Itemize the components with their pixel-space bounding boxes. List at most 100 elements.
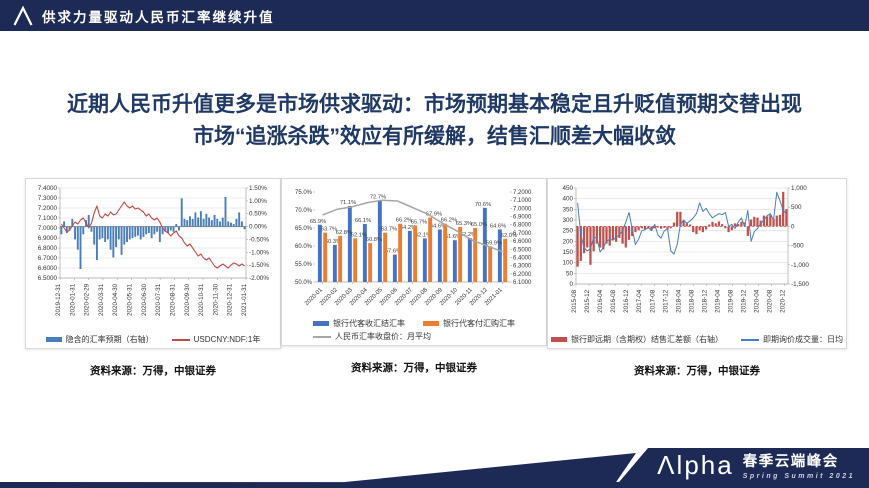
legend-label: USDCNY:NDF:1年: [193, 335, 261, 344]
chart-fx-balance-volume: 450 400 350 300 250 200 150 100 50 0 1,000 500 0 -500…: [547, 178, 847, 349]
source-note: 资料来源：万得，中银证券: [351, 362, 477, 374]
svg-text:2019-08: 2019-08: [728, 289, 735, 313]
legend-item: 隐含的汇率预期（右轴）: [45, 334, 154, 345]
legend-label: 银行代客收汇结汇率: [333, 319, 405, 328]
slide-headline: 近期人民币升值更多是市场供求驱动：市场预期基本稳定且升贬值预期交替出现 市场“追…: [28, 89, 841, 152]
legend-row: 人民币汇率收盘价：月平均: [313, 331, 431, 342]
svg-text:7.3000: 7.3000: [38, 195, 58, 202]
legend-item: 银行代客付汇购汇率: [423, 318, 515, 329]
svg-text:2019-12-31: 2019-12-31: [55, 283, 62, 316]
chart-canvas: 4504003503002502001501005001,0005000-500…: [562, 185, 809, 313]
svg-text:6.8000: 6.8000: [513, 223, 532, 229]
headline-line1: 近期人民币升值更多是市场供求驱动：市场预期基本稳定且升贬值预期交替出现: [67, 93, 802, 116]
svg-text:62.1%: 62.1%: [415, 232, 431, 238]
legend-label: 隐含的汇率预期（右轴）: [65, 335, 154, 344]
svg-text:62.0%: 62.0%: [501, 233, 517, 239]
svg-text:450: 450: [562, 185, 573, 192]
bar-swatch-icon: [45, 337, 62, 342]
svg-text:2015-12: 2015-12: [584, 289, 591, 313]
svg-text:150: 150: [562, 249, 573, 256]
svg-text:2020-09-30: 2020-09-30: [184, 283, 191, 316]
legend-row: 银行即远期（含期权）结售汇差额（右轴） 即期询价成交量：日均: [551, 334, 843, 345]
svg-text:0.00%: 0.00%: [249, 224, 267, 231]
svg-text:2020-08-31: 2020-08-31: [169, 283, 176, 316]
legend-label: 银行即远期（含期权）结售汇差额（右轴）: [571, 335, 723, 344]
alpha-logo-icon: [13, 5, 33, 25]
svg-text:0: 0: [569, 281, 573, 288]
svg-text:350: 350: [562, 206, 573, 213]
svg-text:6.5000: 6.5000: [513, 247, 532, 253]
svg-text:400: 400: [562, 196, 573, 203]
chart-canvas: 75.0% 70.0% 65.0% 60.0% 55.0% 50.0% 7.2000 7.10…: [295, 190, 532, 307]
svg-text:50.0%: 50.0%: [295, 280, 313, 286]
svg-text:65.0%: 65.0%: [471, 222, 487, 228]
source-note: 资料来源：万得，中银证券: [90, 365, 216, 377]
bar-swatch-icon: [551, 337, 567, 342]
svg-text:200: 200: [562, 238, 573, 245]
svg-text:7.2000: 7.2000: [513, 190, 532, 196]
footer-logo: Λlpha 春季云端峰会 Spring Summit 2021: [657, 450, 855, 480]
svg-text:65.3%: 65.3%: [456, 221, 472, 227]
svg-text:7.2000: 7.2000: [38, 205, 58, 212]
svg-text:1.50%: 1.50%: [249, 185, 267, 192]
svg-text:7.0000: 7.0000: [38, 225, 58, 232]
charts-row: 7.4000 7.3000 7.2000 7.1000 7.0000 6.9000 6.80…: [0, 178, 869, 378]
svg-text:2018-04: 2018-04: [675, 289, 682, 313]
chart-col-settlement-rate: 75.0% 70.0% 65.0% 60.0% 55.0% 50.0% 7.2000 7.10…: [281, 178, 547, 375]
svg-text:6.5000: 6.5000: [38, 275, 58, 282]
svg-text:500: 500: [791, 204, 802, 211]
svg-text:2020-10-31: 2020-10-31: [198, 283, 205, 316]
svg-text:7.1000: 7.1000: [513, 198, 532, 204]
svg-text:6.6000: 6.6000: [38, 265, 58, 272]
svg-text:2020-11-30: 2020-11-30: [212, 283, 219, 315]
bar-swatch-icon: [423, 321, 439, 326]
svg-text:-500: -500: [791, 243, 804, 250]
chart-implied-fx-expectations: 7.4000 7.3000 7.2000 7.1000 7.0000 6.9000 6.80…: [25, 178, 281, 349]
svg-text:6.9000: 6.9000: [38, 235, 58, 242]
svg-text:65.7%: 65.7%: [411, 219, 427, 225]
svg-text:60.8%: 60.8%: [366, 237, 382, 243]
svg-text:75.0%: 75.0%: [295, 190, 313, 196]
svg-text:2020-04-30: 2020-04-30: [112, 283, 119, 316]
svg-text:6.9000: 6.9000: [513, 215, 532, 221]
svg-text:2017-04: 2017-04: [636, 289, 643, 313]
svg-text:66.1%: 66.1%: [355, 218, 371, 224]
svg-text:7.0000: 7.0000: [513, 206, 532, 212]
svg-text:7.1000: 7.1000: [38, 215, 58, 222]
chart-canvas: 7.4000 7.3000 7.2000 7.1000 7.0000 6.9000 6.80…: [38, 185, 270, 316]
svg-text:65.0%: 65.0%: [295, 226, 313, 232]
svg-text:60.3%: 60.3%: [325, 239, 341, 245]
svg-text:6.3000: 6.3000: [513, 264, 532, 270]
headline-line2: 市场“追涨杀跌”效应有所缓解，结售汇顺差大幅收敛: [193, 124, 676, 148]
chart-col-fx-balance: 450 400 350 300 250 200 150 100 50 0 1,000 500 0 -500…: [547, 178, 847, 378]
svg-text:64.6%: 64.6%: [490, 223, 506, 229]
svg-text:62.8%: 62.8%: [336, 230, 352, 236]
svg-text:2020-06-30: 2020-06-30: [141, 283, 148, 316]
svg-text:1,000: 1,000: [791, 185, 807, 192]
legend-item: 人民币汇率收盘价：月平均: [313, 331, 431, 342]
svg-text:66.2%: 66.2%: [441, 218, 457, 224]
svg-text:2019-04: 2019-04: [715, 289, 722, 313]
summit-name-cn: 春季云端峰会: [742, 454, 839, 470]
svg-text:62.2%: 62.2%: [460, 232, 476, 238]
svg-text:6.8000: 6.8000: [38, 245, 58, 252]
legend-item: 银行代客收汇结汇率: [313, 318, 405, 329]
legend-label: 银行代客付汇购汇率: [443, 319, 515, 328]
svg-text:2018-08: 2018-08: [688, 289, 695, 313]
line-swatch-icon: [313, 335, 331, 338]
svg-text:6.4000: 6.4000: [513, 255, 532, 261]
svg-text:2017-12: 2017-12: [662, 289, 669, 313]
svg-text:2016-12: 2016-12: [623, 289, 630, 313]
svg-text:63.7%: 63.7%: [321, 227, 337, 233]
svg-text:2020-05-31: 2020-05-31: [127, 283, 134, 316]
footer-main-shape: [614, 448, 869, 488]
svg-text:-2.00%: -2.00%: [249, 275, 269, 282]
line-swatch-icon: [741, 338, 759, 341]
svg-text:-1.00%: -1.00%: [249, 249, 269, 256]
slide-header-title: 供求力量驱动人民币汇率继续升值: [42, 9, 275, 25]
svg-text:65.9%: 65.9%: [310, 219, 326, 225]
legend-item: 即期询价成交量：日均: [741, 334, 843, 345]
svg-text:2020-12: 2020-12: [780, 289, 787, 313]
svg-text:2017-08: 2017-08: [649, 289, 656, 313]
svg-text:61.6%: 61.6%: [445, 234, 461, 240]
